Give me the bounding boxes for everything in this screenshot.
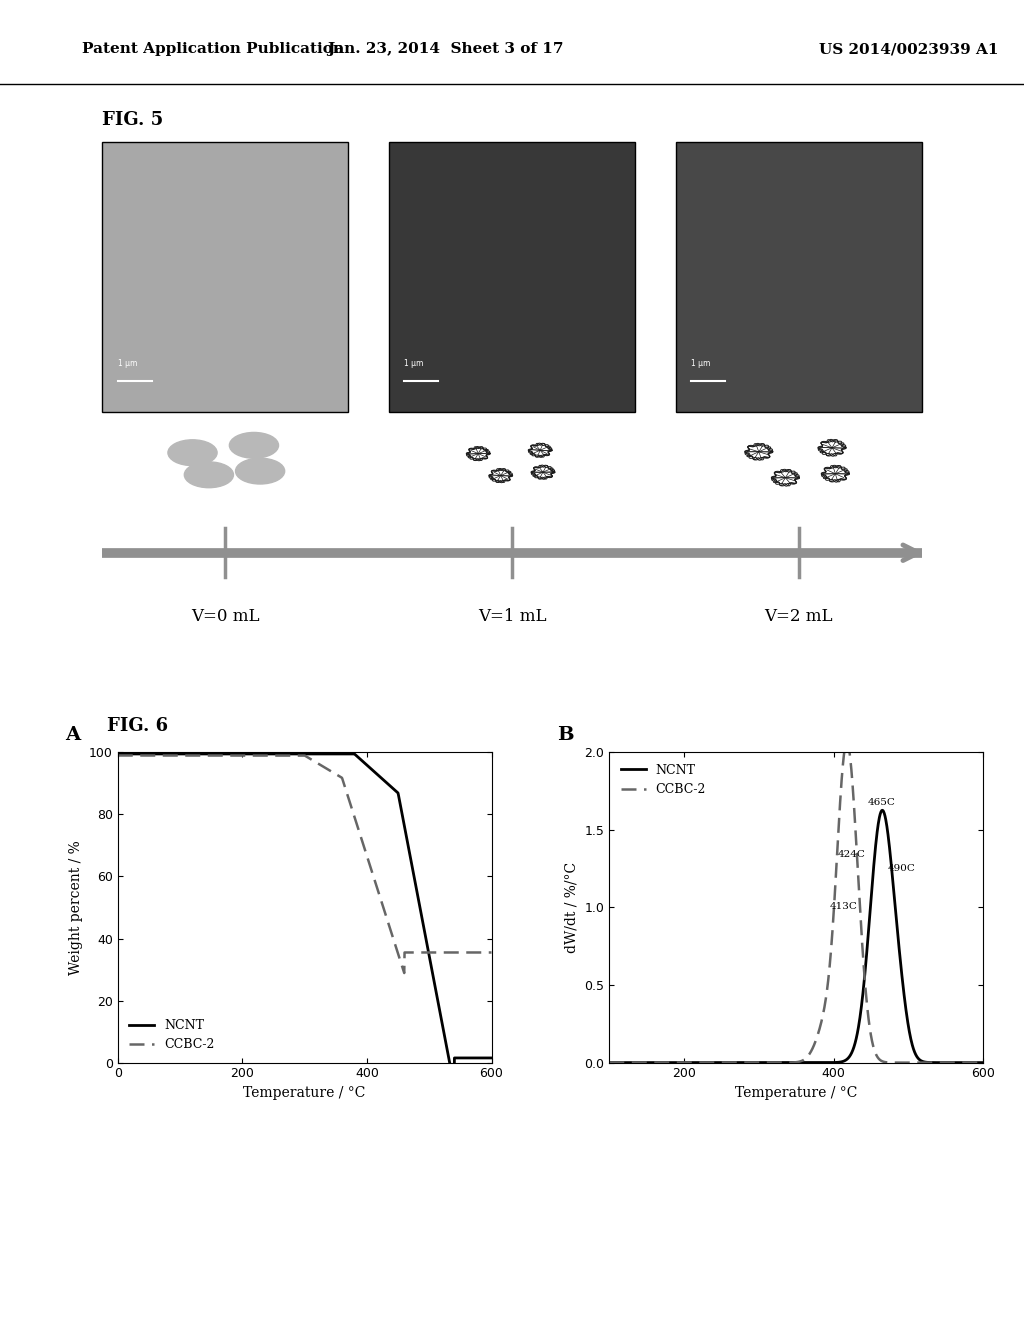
- CCBC-2: [485, 945, 498, 961]
- Ellipse shape: [184, 462, 233, 487]
- NCNT: [603, 1055, 615, 1071]
- Text: 424C: 424C: [838, 850, 865, 859]
- CCBC-2: [112, 747, 124, 763]
- Line: NCNT: NCNT: [118, 754, 492, 1086]
- Y-axis label: Weight percent / %: Weight percent / %: [70, 840, 84, 975]
- NCNT: [895, 960, 907, 975]
- CCBC-2: [238, 747, 250, 763]
- Y-axis label: dW/dt / %/°C: dW/dt / %/°C: [565, 862, 579, 953]
- NCNT: [755, 1055, 767, 1071]
- Ellipse shape: [168, 440, 217, 466]
- Text: V=0 mL: V=0 mL: [191, 609, 259, 624]
- FancyBboxPatch shape: [676, 141, 922, 412]
- CCBC-2: [315, 758, 328, 774]
- NCNT: [161, 746, 173, 762]
- CCBC-2: [895, 1055, 907, 1071]
- CCBC-2: [308, 754, 321, 770]
- Text: 1 μm: 1 μm: [118, 359, 137, 367]
- Ellipse shape: [229, 433, 279, 458]
- NCNT: [768, 1055, 780, 1071]
- Text: Jan. 23, 2014  Sheet 3 of 17: Jan. 23, 2014 Sheet 3 of 17: [328, 42, 563, 57]
- CCBC-2: [273, 747, 286, 763]
- NCNT: [977, 1055, 989, 1071]
- Text: V=1 mL: V=1 mL: [478, 609, 546, 624]
- Text: Patent Application Publication: Patent Application Publication: [82, 42, 344, 57]
- CCBC-2: [902, 1055, 914, 1071]
- Text: US 2014/0023939 A1: US 2014/0023939 A1: [819, 42, 998, 57]
- CCBC-2: [755, 1055, 767, 1071]
- NCNT: [447, 1078, 460, 1094]
- Line: CCBC-2: CCBC-2: [609, 742, 983, 1063]
- CCBC-2: [603, 1055, 615, 1071]
- NCNT: [308, 746, 321, 762]
- NCNT: [860, 954, 872, 970]
- Text: 465C: 465C: [868, 797, 896, 807]
- NCNT: [273, 746, 286, 762]
- X-axis label: Temperature / °C: Temperature / °C: [735, 1086, 857, 1100]
- Text: B: B: [557, 726, 573, 744]
- CCBC-2: [977, 1055, 989, 1071]
- CCBC-2: [841, 734, 853, 750]
- NCNT: [315, 746, 328, 762]
- NCNT: [485, 1049, 498, 1065]
- Legend: NCNT, CCBC-2: NCNT, CCBC-2: [615, 759, 711, 801]
- Ellipse shape: [236, 458, 285, 484]
- Legend: NCNT, CCBC-2: NCNT, CCBC-2: [124, 1014, 219, 1056]
- NCNT: [112, 746, 124, 762]
- CCBC-2: [161, 747, 173, 763]
- CCBC-2: [641, 1055, 653, 1071]
- Line: CCBC-2: CCBC-2: [118, 755, 492, 973]
- Text: 1 μm: 1 μm: [404, 359, 424, 367]
- X-axis label: Temperature / °C: Temperature / °C: [244, 1086, 366, 1100]
- NCNT: [902, 1015, 914, 1031]
- Text: FIG. 5: FIG. 5: [102, 111, 164, 129]
- CCBC-2: [398, 965, 411, 981]
- NCNT: [174, 746, 186, 762]
- CCBC-2: [174, 747, 186, 763]
- Text: 413C: 413C: [829, 902, 857, 911]
- Line: NCNT: NCNT: [609, 810, 983, 1063]
- Text: A: A: [66, 726, 81, 744]
- NCNT: [641, 1055, 653, 1071]
- NCNT: [238, 746, 250, 762]
- CCBC-2: [768, 1055, 780, 1071]
- CCBC-2: [860, 990, 872, 1006]
- Text: 490C: 490C: [888, 865, 915, 874]
- Text: V=2 mL: V=2 mL: [765, 609, 833, 624]
- Text: FIG. 6: FIG. 6: [106, 717, 168, 735]
- Text: 1 μm: 1 μm: [691, 359, 711, 367]
- FancyBboxPatch shape: [389, 141, 635, 412]
- FancyBboxPatch shape: [102, 141, 348, 412]
- NCNT: [877, 803, 889, 818]
